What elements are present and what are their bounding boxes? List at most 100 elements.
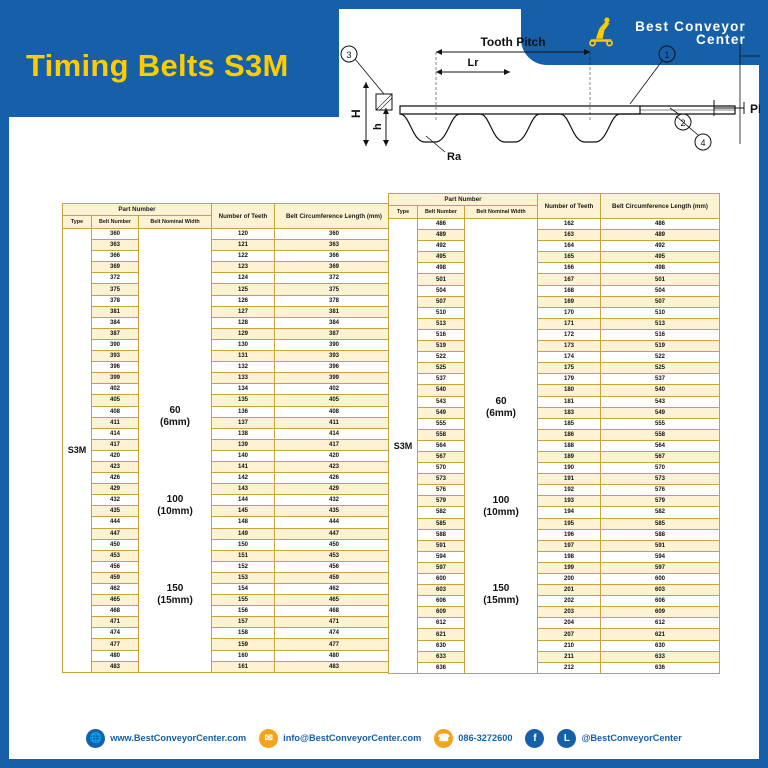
table-row: 372 124 372	[63, 272, 394, 285]
cell-belt-circumference: 555	[600, 417, 720, 430]
cell-belt-circumference: 564	[600, 439, 720, 452]
table-row: 519 173 519	[389, 340, 720, 353]
brand-logo-box	[521, 9, 759, 65]
header-type: Type	[388, 205, 418, 219]
cell-number-of-teeth: 195	[537, 517, 601, 530]
cell-belt-number: 378	[91, 294, 139, 307]
cell-belt-number: 459	[91, 571, 139, 585]
cell-number-of-teeth: 141	[211, 460, 275, 474]
header-number-of-teeth: Number of Teeth	[537, 193, 601, 219]
cell-belt-number: 543	[417, 395, 465, 408]
cell-belt-number: 540	[417, 384, 465, 397]
footer-item-website[interactable]: 🌐 www.BestConveyorCenter.com	[86, 728, 246, 748]
cell-belt-circumference: 423	[274, 460, 394, 474]
label-h-upper: H	[349, 109, 363, 118]
table-row: 450 150 450	[63, 538, 394, 551]
cell-belt-number: 462	[91, 582, 139, 596]
cell-number-of-teeth: 160	[211, 649, 275, 662]
cell-belt-circumference: 558	[600, 428, 720, 441]
cell-belt-number: 450	[91, 538, 139, 551]
cell-number-of-teeth: 143	[211, 483, 275, 496]
footer-item-line[interactable]: L @BestConveyorCenter	[557, 728, 682, 748]
cell-number-of-teeth: 188	[537, 439, 601, 452]
width-option-150: 150 (15mm)	[157, 582, 193, 606]
cell-belt-circumference: 495	[600, 251, 720, 264]
width-option-60: 60 (6mm)	[159, 405, 190, 429]
table-row: 417 139 417	[63, 438, 394, 451]
cell-number-of-teeth: 120	[211, 227, 275, 241]
cell-belt-circumference: 504	[600, 284, 720, 297]
header-belt-number: Belt Number	[91, 215, 139, 229]
table-row: 573 191 573	[389, 473, 720, 486]
callout-4: 4	[700, 138, 705, 148]
table-row: 477 159 477	[63, 638, 394, 651]
table-row: 456 152 456	[63, 560, 394, 573]
table-row: 447 149 447	[63, 527, 394, 540]
cell-belt-number: 501	[417, 273, 465, 286]
table-header-group: Part Number Number of Teeth Belt Circumfer…	[388, 193, 720, 219]
cell-belt-number: 537	[417, 373, 465, 386]
cell-belt-number: 486	[417, 217, 465, 231]
cell-number-of-teeth: 134	[211, 383, 275, 396]
cell-belt-circumference: 378	[274, 294, 394, 307]
cell-belt-circumference: 498	[600, 262, 720, 275]
table-row: 555 185 555	[389, 417, 720, 430]
cell-belt-circumference: 540	[600, 384, 720, 397]
cell-number-of-teeth: 135	[211, 394, 275, 407]
cell-number-of-teeth: 130	[211, 338, 275, 352]
cell-number-of-teeth: 153	[211, 571, 275, 585]
table-row: 597 199 597	[389, 561, 720, 575]
label-pld: PLD	[750, 102, 760, 116]
cell-belt-number: 576	[417, 484, 465, 497]
table-row: 633 211 633	[389, 650, 720, 663]
cell-belt-number: 630	[417, 639, 465, 652]
spec-table-left: Part Number Number of Teeth Belt Circumfer…	[62, 203, 394, 673]
table-row: 489 163 489	[389, 229, 720, 242]
cell-belt-circumference: 576	[600, 484, 720, 497]
table-row: 591 197 591	[389, 539, 720, 552]
cell-belt-number: 498	[417, 262, 465, 275]
cell-number-of-teeth: 163	[537, 229, 601, 242]
table-row: 495 165 495	[389, 251, 720, 264]
cell-number-of-teeth: 166	[537, 262, 601, 275]
cell-belt-circumference: 594	[600, 550, 720, 563]
cell-belt-circumference: 420	[274, 449, 394, 462]
cell-belt-circumference: 486	[600, 217, 720, 231]
table-row: 621 207 621	[389, 628, 720, 641]
cell-belt-circumference: 453	[274, 549, 394, 562]
cell-belt-number: 396	[91, 361, 139, 374]
cell-number-of-teeth: 129	[211, 327, 275, 340]
cell-belt-number: 603	[417, 584, 465, 597]
table-row: 636 212 636	[389, 661, 720, 674]
table-row: 582 194 582	[389, 506, 720, 519]
cell-belt-number: 612	[417, 617, 465, 630]
table-row: 507 169 507	[389, 295, 720, 308]
cell-belt-number: 477	[91, 638, 139, 651]
footer-item-email[interactable]: ✉ info@BestConveyorCenter.com	[259, 728, 421, 748]
cell-belt-circumference: 363	[274, 239, 394, 252]
cell-belt-circumference: 612	[600, 617, 720, 630]
cell-belt-circumference: 360	[274, 227, 394, 241]
table-row: 378 126 378	[63, 294, 394, 307]
table-row: 570 190 570	[389, 462, 720, 475]
cell-belt-number: 360	[91, 227, 139, 241]
cell-belt-nominal-width: 60 (6mm) 100 (10mm) 150 (15mm)	[138, 228, 212, 673]
cell-belt-circumference: 375	[274, 283, 394, 296]
cell-number-of-teeth: 157	[211, 616, 275, 629]
width-option-150: 150 (15mm)	[483, 583, 519, 607]
footer-item-phone[interactable]: ☎ 086-3272600	[434, 728, 512, 748]
table-row: 603 201 603	[389, 584, 720, 597]
cell-belt-number: 588	[417, 528, 465, 541]
cell-number-of-teeth: 193	[537, 495, 601, 508]
cell-belt-circumference: 459	[274, 571, 394, 585]
cell-belt-circumference: 384	[274, 316, 394, 329]
footer-item-facebook[interactable]: f	[525, 728, 545, 748]
cell-number-of-teeth: 164	[537, 240, 601, 253]
cell-belt-number: 453	[91, 549, 139, 562]
cell-number-of-teeth: 204	[537, 617, 601, 630]
cell-belt-number: 447	[91, 527, 139, 540]
cell-number-of-teeth: 199	[537, 561, 601, 575]
cell-belt-number: 414	[91, 427, 139, 440]
cell-belt-circumference: 582	[600, 506, 720, 519]
cell-belt-number: 429	[91, 483, 139, 496]
